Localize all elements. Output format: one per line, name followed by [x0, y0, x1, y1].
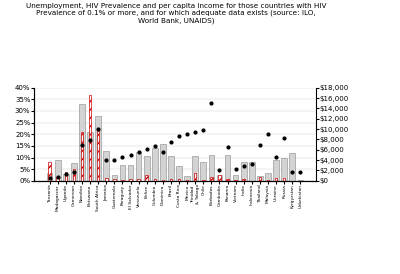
Bar	[112, 175, 117, 181]
Bar	[298, 180, 303, 181]
Bar	[71, 163, 77, 181]
Bar	[56, 177, 59, 181]
Bar	[87, 132, 93, 181]
Bar	[146, 175, 148, 181]
Bar	[194, 173, 196, 181]
Bar	[275, 178, 277, 181]
Bar	[105, 178, 108, 181]
Bar	[121, 180, 124, 181]
Bar	[64, 172, 67, 181]
Bar	[242, 179, 245, 181]
Bar	[234, 180, 237, 181]
Bar	[79, 104, 85, 181]
Text: Unemployment, HIV Prevalence and per capita Income for those countries with HIV
: Unemployment, HIV Prevalence and per cap…	[26, 3, 326, 24]
Bar	[290, 153, 295, 181]
Bar	[137, 179, 140, 181]
Bar	[273, 160, 279, 181]
Bar	[48, 162, 51, 181]
Bar	[226, 179, 229, 181]
Bar	[120, 164, 125, 181]
Bar	[178, 179, 180, 181]
Bar	[192, 156, 198, 181]
Bar	[259, 177, 261, 181]
Bar	[217, 175, 222, 181]
Bar	[152, 148, 158, 181]
Bar	[47, 173, 52, 181]
Bar	[95, 116, 101, 181]
Bar	[89, 95, 91, 181]
Bar	[218, 175, 221, 181]
Bar	[129, 179, 132, 181]
Bar	[186, 180, 188, 181]
Bar	[267, 180, 269, 181]
Bar	[144, 156, 150, 181]
Bar	[176, 166, 182, 181]
Bar	[233, 175, 238, 181]
Bar	[162, 180, 164, 181]
Bar	[160, 144, 166, 181]
Bar	[63, 174, 69, 181]
Bar	[55, 160, 60, 181]
Bar	[200, 162, 206, 181]
Bar	[154, 179, 156, 181]
Bar	[225, 155, 230, 181]
Bar	[97, 131, 100, 181]
Bar	[170, 179, 172, 181]
Bar	[128, 164, 133, 181]
Bar	[184, 176, 190, 181]
Bar	[104, 151, 109, 181]
Bar	[210, 177, 213, 181]
Bar	[265, 173, 271, 181]
Bar	[283, 178, 286, 181]
Bar	[113, 179, 116, 181]
Bar	[208, 155, 214, 181]
Bar	[136, 152, 142, 181]
Bar	[241, 162, 246, 181]
Bar	[257, 176, 263, 181]
Bar	[281, 158, 287, 181]
Bar	[202, 180, 204, 181]
Bar	[81, 132, 83, 181]
Bar	[73, 169, 75, 181]
Bar	[168, 156, 174, 181]
Bar	[249, 162, 255, 181]
